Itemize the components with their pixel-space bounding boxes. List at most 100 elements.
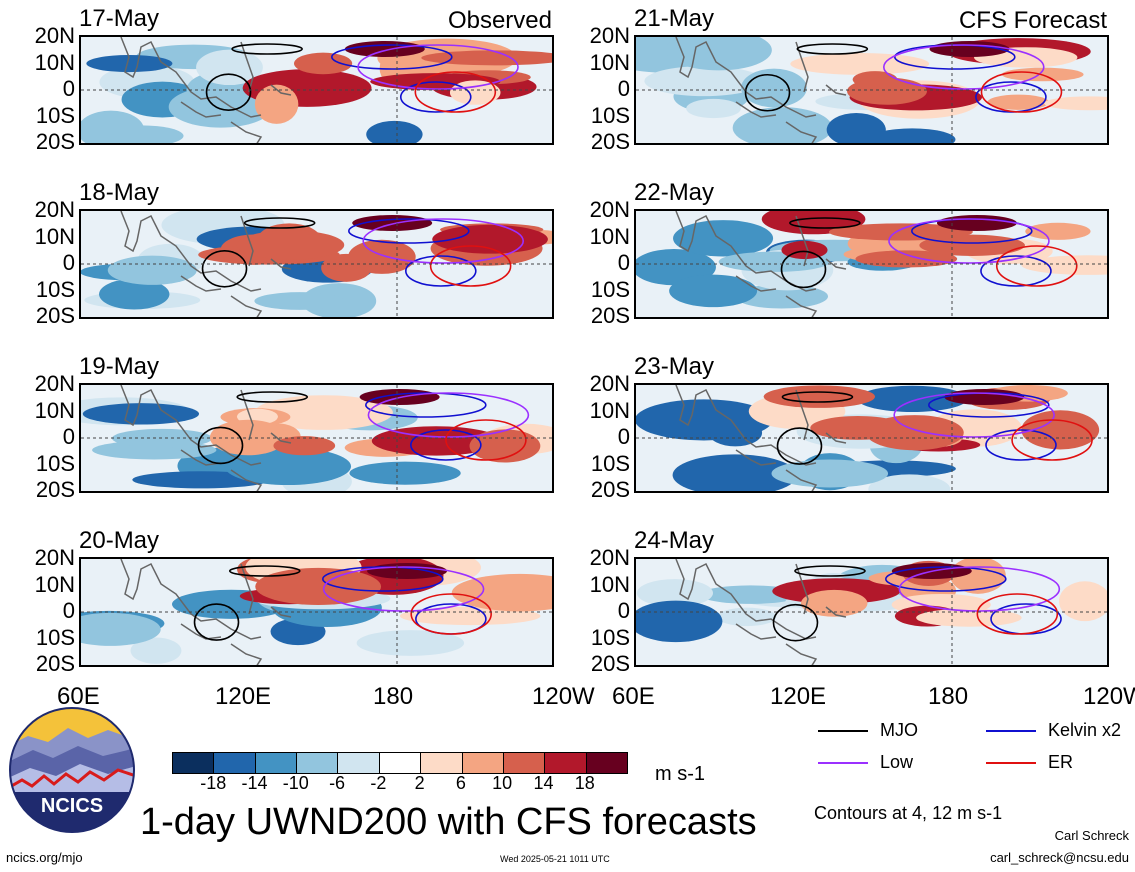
colorbar-swatch [255,753,298,773]
westerly-anomaly [1025,222,1091,240]
westerly-anomaly [1059,581,1107,622]
mjo-contour [794,565,866,577]
easterly-anomaly [669,274,758,308]
easterly-anomaly [857,385,968,413]
westerly-anomaly [451,573,552,612]
mjo-contour [205,73,252,111]
easterly-anomaly [732,107,833,143]
latitude-label: 20S [35,303,75,328]
panel-date: 18-May [79,179,160,206]
latitude-label: 10S [35,102,75,128]
colorbar-swatch [503,753,546,773]
latitude-label: 10S [590,276,630,302]
colorbar-tick: -2 [370,773,387,793]
wind-field [636,211,1107,317]
westerly-anomaly [254,395,393,430]
map-panel-23-may [634,383,1109,493]
colorbar-tick: 2 [414,773,425,793]
westerly-anomaly [469,429,541,463]
latitude-label: 20N [34,197,75,222]
easterly-anomaly [868,474,951,491]
westerly-anomaly [919,234,1025,256]
westerly-anomaly [847,77,927,105]
colorbar-swatch [173,753,215,773]
westerly-anomaly [1021,255,1107,275]
westerly-anomaly [1044,96,1107,111]
latitude-label: 20S [590,477,630,502]
low-contour [888,218,1050,264]
latitude-label: 10N [34,223,75,249]
westerly-max [936,215,1017,231]
latitude-label: 20N [589,197,630,222]
easterly-anomaly [686,98,741,119]
easterly-anomaly [636,600,723,643]
legend-label: Low [880,752,914,772]
easterly-anomaly [254,292,345,310]
coastline [675,559,847,665]
er-contour [1011,419,1093,461]
latitude-label: 10N [589,223,630,249]
low-contour [362,218,525,264]
wind-field [81,211,552,317]
easterly-anomaly [868,128,956,143]
kelvin-contour [980,255,1052,287]
westerly-anomaly [763,385,876,408]
colorbar-tick: -14 [241,773,268,793]
mjo-contour [772,603,819,642]
easterly-anomaly [717,607,777,627]
latitude-label: 10S [590,450,630,476]
colorbar [172,752,628,774]
kelvin-contour [885,566,1007,592]
kelvin-contour [399,81,472,113]
easterly-anomaly [81,110,145,143]
latitude-label: 20S [590,303,630,328]
longitude-label: 120W [532,683,595,710]
westerly-anomaly [273,436,336,456]
mjo-contour [796,43,869,55]
legend-swatch [986,762,1036,764]
longitude-label: 120W [1083,683,1135,710]
mjo-contour [231,43,303,55]
easterly-anomaly [107,255,197,285]
er-contour [414,71,497,113]
colorbar-swatch [462,753,504,773]
map-panel-19-may [79,383,554,493]
easterly-anomaly [366,120,423,143]
er-contour [429,245,512,287]
low-contour [367,392,530,438]
westerly-anomaly [987,94,1050,110]
westerly-anomaly [855,250,958,268]
panel-date: 19-May [79,353,160,380]
map-panel-21-may [634,35,1109,145]
wind-field [636,559,1107,665]
colorbar-tick: 14 [533,773,554,793]
colorbar-swatch [297,753,339,773]
latitude-label: 0 [62,76,75,101]
colorbar-swatch [586,753,627,773]
er-contour [976,593,1059,635]
low-contour [322,566,485,612]
latitude-label: 20N [589,371,630,396]
panel-date: 22-May [634,179,715,206]
panel-date: 17-May [79,5,160,32]
latitude-label: 20N [34,23,75,48]
legend-label: Kelvin x2 [1048,720,1122,740]
latitude-label: 20S [35,477,75,502]
colorbar-units: m s-1 [655,763,705,785]
author-email: carl_schreck@ncsu.edu [990,850,1129,865]
latitude-label: 20S [590,129,630,154]
coastline [675,37,847,143]
westerly-anomaly [865,415,964,451]
longitude-label: 120E [215,683,272,710]
latitude-label: 20N [589,23,630,48]
mjo-contour [228,565,301,577]
colorbar-swatch [379,753,422,773]
panel-title: CFS Forecast [958,7,1107,34]
low-contour [893,392,1055,438]
legend-swatch [986,730,1036,732]
kelvin-contour [405,255,477,287]
easterly-anomaly [636,579,714,607]
latitude-label: 10S [590,624,630,650]
longitude-label: 60E [57,683,100,710]
latitude-label: 20N [34,371,75,396]
